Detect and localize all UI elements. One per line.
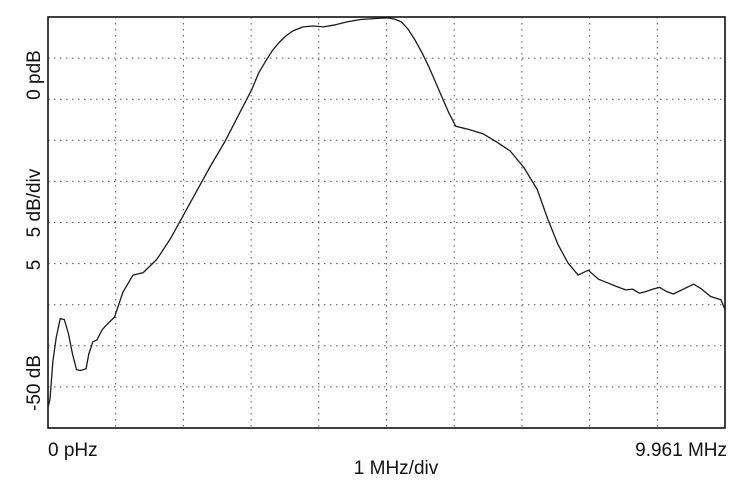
y-axis-title: 5 dB/div xyxy=(24,168,45,237)
x-end-label: 9.961 MHz xyxy=(635,440,727,461)
spectrum-trace xyxy=(47,17,726,409)
y-div-label: 5 xyxy=(24,260,45,271)
grid-layer xyxy=(48,17,725,428)
x-start-label: 0 pHz xyxy=(48,440,98,461)
y-top-label: 0 pdB xyxy=(24,50,45,100)
trace-layer xyxy=(47,17,726,409)
plot-frame xyxy=(47,16,726,429)
y-bottom-label: -50 dB xyxy=(24,355,45,411)
x-axis-title: 1 MHz/div xyxy=(354,458,439,479)
